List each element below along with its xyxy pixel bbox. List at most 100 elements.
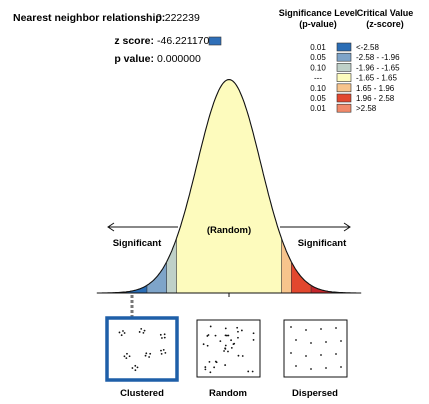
pattern-dot: [208, 360, 211, 363]
pattern-dot: [224, 344, 227, 347]
pattern-dot: [160, 352, 163, 355]
legend-swatch: [336, 83, 352, 93]
pattern-dot: [136, 366, 139, 369]
pattern-random: Random: [196, 319, 261, 399]
pattern-dot: [305, 355, 307, 357]
pattern-dot: [142, 331, 145, 334]
legend-row-p: 0.10: [310, 63, 326, 72]
pattern-dot: [148, 356, 151, 358]
pattern-random-label: Random: [209, 388, 247, 399]
pattern-dot: [237, 354, 240, 357]
pattern-dot: [320, 328, 322, 330]
pattern-dot: [138, 331, 141, 333]
pattern-dot: [237, 336, 239, 339]
p-value-value: 0.000000: [157, 53, 201, 65]
pattern-dot: [290, 326, 292, 328]
pattern-dot: [224, 347, 227, 350]
pattern-dot: [335, 353, 337, 355]
pattern-panels: Clustered Random Dispersed: [105, 316, 348, 399]
pattern-dot: [144, 354, 147, 357]
pattern-dot: [340, 340, 342, 342]
pattern-dot: [204, 366, 207, 368]
legend-row-p: 0.01: [310, 104, 326, 113]
pattern-dot: [252, 339, 255, 341]
pattern-dot: [340, 366, 342, 368]
legend-row-p: 0.05: [310, 53, 326, 62]
legend-swatch: [336, 93, 352, 103]
pattern-dot: [207, 334, 210, 336]
pattern-dot: [236, 326, 239, 329]
random-dots: [202, 325, 255, 374]
pattern-dot: [310, 342, 312, 344]
pattern-dot: [290, 352, 292, 354]
normal-curve: [96, 79, 362, 297]
curve-region: [176, 79, 282, 293]
curve-outline: [101, 79, 357, 294]
legend-row-p: 0.05: [310, 94, 326, 103]
p-value-label: p value:: [114, 53, 154, 65]
legend-row: 0.05 1.96 - 2.58: [310, 93, 395, 103]
pattern-dot: [241, 355, 244, 357]
pattern-dot: [310, 368, 312, 370]
pattern-dot: [160, 349, 162, 352]
curve-region: [281, 238, 292, 293]
legend-row-z: 1.96 - 2.58: [356, 94, 395, 103]
legend-crit-header-line1: Critical Value: [357, 8, 414, 18]
pattern-dot: [335, 327, 337, 329]
pattern-dot: [237, 330, 239, 333]
pattern-clustered-label: Clustered: [120, 388, 164, 399]
pattern-dot: [251, 370, 254, 373]
pattern-dot: [126, 352, 128, 355]
pattern-dot: [204, 368, 207, 371]
legend-crit-header-line2: (z-score): [366, 19, 404, 29]
legend-row-z: -1.96 - -1.65: [356, 63, 400, 72]
legend-row-z: >2.58: [356, 104, 377, 113]
pattern-dot: [219, 340, 222, 343]
pattern-dispersed-box: [283, 319, 348, 378]
pattern-dot: [295, 339, 297, 341]
pattern-dot: [125, 357, 128, 360]
z-score-color-marker: [208, 36, 222, 46]
legend-sig-header-line2: (p-value): [299, 19, 337, 29]
pattern-dot: [164, 351, 167, 354]
pattern-dot: [227, 350, 229, 353]
legend-row-p: 0.01: [310, 43, 326, 52]
dispersed-dots: [290, 326, 342, 370]
pattern-dot: [163, 333, 166, 336]
pattern-dot: [225, 334, 228, 337]
pattern-dispersed: Dispersed: [283, 319, 348, 399]
curve-region: [101, 285, 147, 293]
legend-row-z: 1.65 - 1.96: [356, 84, 395, 93]
pattern-dot: [161, 337, 163, 339]
pattern-dot: [230, 339, 232, 342]
legend-row: --- -1.65 - 1.65: [314, 73, 397, 83]
legend-row: 0.05 -2.58 - -1.96: [310, 52, 400, 62]
pattern-dot: [223, 350, 225, 352]
significance-annotations: (Random) Significant Significant: [107, 222, 351, 249]
pattern-dot: [128, 355, 131, 358]
pattern-dot: [247, 370, 250, 373]
pattern-dot: [213, 366, 216, 369]
pattern-dot: [120, 334, 123, 337]
legend-row: 0.01 <-2.58: [310, 42, 379, 52]
z-score-value: -46.221170: [157, 35, 210, 47]
right-arrow: [280, 222, 351, 232]
nnr-label: Nearest neighbor relationship:: [13, 12, 165, 24]
legend-row-z: <-2.58: [356, 43, 379, 52]
pattern-dot: [123, 332, 126, 334]
legend-swatch: [336, 103, 352, 113]
pattern-dot: [134, 369, 137, 372]
pattern-dot: [224, 327, 227, 330]
clustered-dots: [118, 328, 167, 372]
pattern-dot: [209, 325, 212, 328]
pattern-dot: [320, 354, 322, 356]
curve-region: [311, 285, 357, 293]
pattern-dot: [206, 344, 209, 347]
significant-right-label: Significant: [298, 238, 347, 249]
pattern-dot: [214, 334, 217, 337]
legend-row-z: -1.65 - 1.65: [356, 74, 397, 83]
legend-row: 0.10 -1.96 - -1.65: [310, 63, 400, 72]
pattern-dot: [122, 330, 124, 332]
pattern-dot: [305, 329, 307, 331]
pattern-dot: [227, 334, 230, 337]
